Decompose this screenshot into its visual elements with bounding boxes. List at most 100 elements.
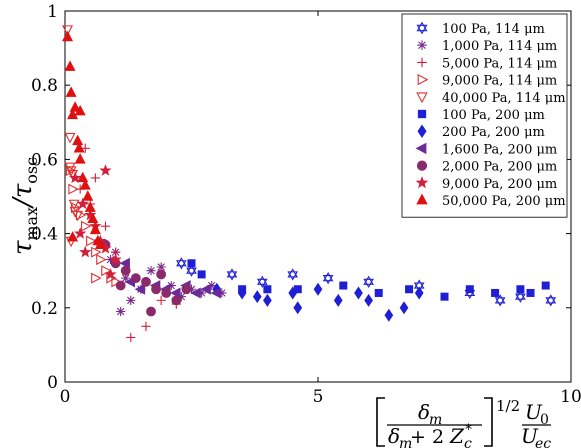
legend-entry: 5,000 Pa, 114 μm <box>442 56 557 71</box>
data-point <box>287 268 299 281</box>
y-tick-label: 0.4 <box>31 225 58 245</box>
series-10 <box>62 30 106 249</box>
data-point <box>115 280 126 291</box>
data-point <box>161 288 172 298</box>
data-point <box>207 280 217 291</box>
data-point <box>146 306 156 317</box>
data-point <box>65 86 77 97</box>
data-point <box>151 284 162 295</box>
legend-marker <box>416 21 428 35</box>
y-axis-label: τmax/τosc <box>8 157 41 255</box>
data-point <box>526 288 535 297</box>
series-1 <box>105 247 227 317</box>
legend-marker <box>416 160 428 171</box>
data-point <box>119 257 130 269</box>
data-point <box>75 209 87 221</box>
data-point <box>156 269 167 280</box>
data-point <box>288 286 298 300</box>
x-label-denominator-z-sup: * <box>465 422 472 438</box>
data-point <box>76 197 89 210</box>
data-point <box>333 293 343 307</box>
data-point <box>263 285 272 294</box>
data-point <box>156 262 166 272</box>
series-6 <box>212 282 424 322</box>
series-7 <box>119 257 222 299</box>
data-point <box>84 208 97 221</box>
series-8 <box>100 239 192 317</box>
data-point <box>494 294 506 307</box>
data-point <box>186 284 197 294</box>
data-point <box>87 212 99 223</box>
data-point <box>414 286 424 300</box>
data-point <box>134 283 146 295</box>
data-point <box>64 162 76 174</box>
data-point <box>64 60 76 71</box>
legend-marker <box>417 73 429 86</box>
data-point <box>405 285 414 294</box>
data-point <box>217 288 227 298</box>
legend: 100 Pa, 114 μm 1,000 Pa, 114 μm 5,000 Pa, … <box>401 13 568 218</box>
y-tick-label: 0.8 <box>31 76 58 96</box>
x-label-denominator-delta: δ <box>388 424 400 448</box>
x-label-bracket-right <box>484 397 493 447</box>
legend-entry: 9,000 Pa, 200 μm <box>442 177 557 192</box>
x-label-denominator-z: Z <box>449 424 465 448</box>
data-point <box>68 171 82 184</box>
data-point <box>156 295 166 305</box>
data-point <box>545 294 557 307</box>
legend-marker <box>417 109 427 119</box>
data-point <box>120 265 131 276</box>
legend-entry: 9,000 Pa, 114 μm <box>442 74 557 89</box>
data-point <box>200 283 211 295</box>
data-point <box>62 30 74 42</box>
data-point <box>96 254 107 266</box>
data-point <box>90 173 100 183</box>
data-point <box>181 284 192 295</box>
series-0 <box>176 257 557 307</box>
data-point <box>79 179 91 190</box>
data-point <box>121 273 131 283</box>
data-point <box>104 267 117 280</box>
data-point <box>190 287 201 299</box>
data-point <box>141 321 151 331</box>
legend-box <box>401 13 568 218</box>
data-point <box>339 281 348 290</box>
data-point <box>210 287 222 299</box>
data-point <box>176 292 186 302</box>
legend-entry: 1,600 Pa, 200 μm <box>442 142 557 157</box>
data-point <box>91 272 102 284</box>
x-tick-label: 10 <box>560 387 581 407</box>
x-label-numerator-sub: m <box>429 412 442 428</box>
x-label-denominator-plus: + 2 <box>410 426 444 448</box>
data-point <box>187 259 196 268</box>
x-tick-label: 5 <box>313 387 324 407</box>
legend-marker <box>417 57 427 68</box>
data-point <box>515 290 526 303</box>
data-point <box>516 285 525 294</box>
data-point <box>126 332 136 343</box>
data-point <box>399 301 409 315</box>
x-label-denominator-delta-sub: m <box>399 436 412 448</box>
data-point <box>74 227 87 239</box>
data-point <box>91 246 102 258</box>
legend-entry: 200 Pa, 200 μm <box>442 125 545 140</box>
data-point <box>79 245 92 258</box>
data-point <box>374 288 383 297</box>
data-point <box>263 293 272 307</box>
data-point <box>465 285 474 294</box>
y-tick-label: 1 <box>47 2 58 22</box>
data-point <box>84 201 96 212</box>
data-point <box>126 295 136 305</box>
x-label-u-bottom: U <box>521 424 539 448</box>
legend-marker <box>415 176 429 189</box>
data-point <box>105 254 116 265</box>
data-point <box>384 308 394 322</box>
data-point <box>440 292 449 301</box>
data-points <box>62 25 557 343</box>
data-point <box>313 282 323 296</box>
legend-marker <box>417 40 427 50</box>
data-point <box>166 280 176 291</box>
data-point <box>491 288 500 297</box>
